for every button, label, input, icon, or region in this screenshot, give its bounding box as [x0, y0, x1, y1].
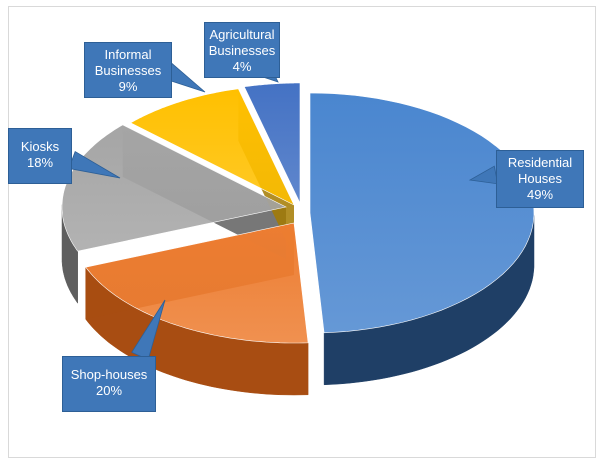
- callout-label-line: Houses: [517, 171, 563, 186]
- callout-label-line: Businesses: [208, 43, 276, 58]
- pie-slice: [243, 82, 301, 204]
- callout-label-line: Informal: [104, 47, 152, 62]
- callout-label-line: Businesses: [94, 63, 162, 78]
- callout-label-line: Residential: [507, 155, 573, 170]
- callout-agricultural-businesses: Agricultural Businesses 4%: [204, 22, 280, 78]
- pie-slice: [130, 88, 295, 206]
- callout-value: 20%: [95, 383, 123, 398]
- pie-tops: [61, 82, 535, 344]
- callout-pointer: [68, 150, 121, 179]
- callout-shop-houses: Shop-houses 20%: [62, 356, 156, 412]
- pie-slice: [85, 222, 309, 344]
- callout-value: 4%: [232, 59, 252, 74]
- callout-kiosks: Kiosks 18%: [8, 128, 72, 184]
- callout-value: 18%: [26, 155, 54, 170]
- callout-label-line: Agricultural: [209, 27, 275, 42]
- pie-slice: [61, 124, 287, 252]
- callout-label-line: Kiosks: [20, 139, 60, 154]
- callout-residential-houses: Residential Houses 49%: [496, 150, 584, 208]
- callout-label-line: Shop-houses: [70, 367, 148, 382]
- callout-informal-businesses: Informal Businesses 9%: [84, 42, 172, 98]
- callout-value: 9%: [118, 79, 138, 94]
- pie-slice: [309, 92, 535, 334]
- callout-value: 49%: [526, 187, 554, 202]
